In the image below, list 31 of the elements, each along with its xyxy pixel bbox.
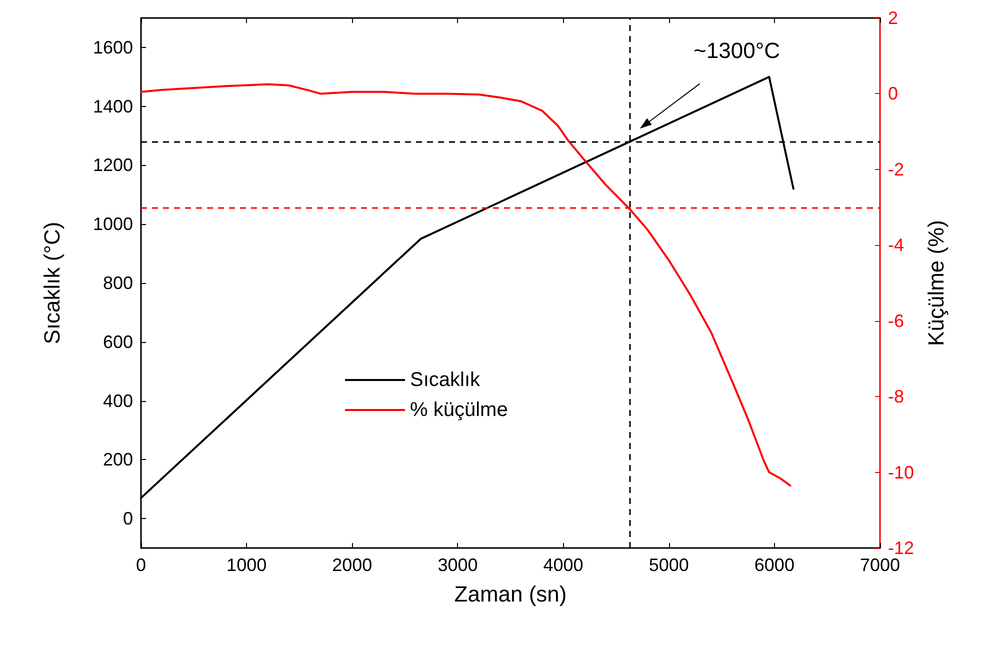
y-tick-label: 1600 — [92, 37, 133, 58]
x-tick-label: 5000 — [648, 555, 689, 575]
y2-axis-title: Küçülme (%) — [924, 220, 948, 346]
y2-tick-label: -2 — [888, 159, 904, 180]
x-tick-label: 2000 — [332, 555, 372, 575]
x-tick-label: 4000 — [543, 555, 584, 575]
y2-tick-label: 2 — [888, 8, 898, 28]
y2-tick-label: -6 — [888, 310, 904, 331]
y-axis-title: Sıcaklık (°C) — [40, 222, 64, 344]
y2-tick-label: -8 — [888, 386, 904, 407]
y2-tick-label: 0 — [888, 84, 898, 104]
annotation: ~1300°C — [694, 38, 780, 64]
y-tick-label: 1200 — [92, 155, 133, 176]
x-tick-label: 6000 — [754, 555, 794, 575]
legend-label: Sıcaklık — [410, 369, 482, 391]
legend-label: % küçülme — [410, 399, 508, 421]
y-tick-label: 1400 — [92, 96, 133, 116]
x-tick-label: 1000 — [226, 555, 267, 575]
y-tick-label: 1000 — [92, 214, 133, 234]
x-tick-label: 3000 — [438, 555, 478, 575]
y-tick-label: 400 — [102, 390, 133, 411]
y2-tick-label: -4 — [888, 235, 904, 256]
x-axis-title: Zaman (sn) — [454, 582, 567, 606]
x-tick-label: 7000 — [860, 555, 900, 575]
y-tick-label: 0 — [122, 508, 133, 529]
y2-tick-label: -10 — [888, 462, 914, 482]
x-tick-label: 0 — [136, 555, 146, 575]
y-tick-label: 800 — [102, 273, 133, 293]
y-tick-label: 200 — [102, 450, 133, 470]
y-tick-label: 600 — [102, 332, 133, 352]
y2-tick-label: -12 — [888, 538, 914, 558]
